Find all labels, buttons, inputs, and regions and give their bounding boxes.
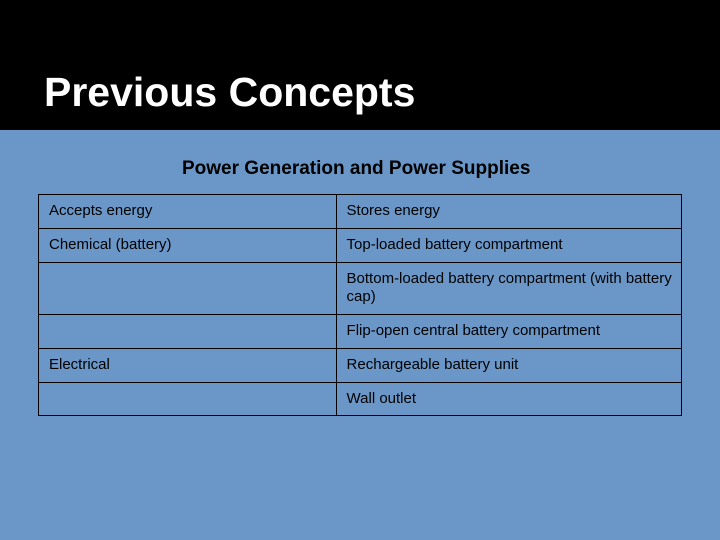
table-row: Chemical (battery) Top-loaded battery co… [38, 229, 681, 263]
table-cell: Rechargeable battery unit [336, 349, 681, 383]
table-row: Flip-open central battery compartment [38, 315, 681, 349]
table-row: Wall outlet [38, 383, 681, 417]
slide-title: Previous Concepts [44, 69, 415, 116]
table-cell: Flip-open central battery compartment [336, 315, 681, 349]
table-cell: Bottom-loaded battery compartment (with … [336, 263, 681, 316]
table-cell: Accepts energy [38, 195, 336, 229]
title-bar: Previous Concepts [0, 0, 720, 130]
table-cell: Wall outlet [336, 383, 681, 417]
table-row: Electrical Rechargeable battery unit [38, 349, 681, 383]
table-cell [38, 383, 336, 417]
concepts-table: Accepts energy Stores energy Chemical (b… [38, 194, 682, 416]
table-cell [38, 315, 336, 349]
table-cell: Electrical [38, 349, 336, 383]
table-row: Bottom-loaded battery compartment (with … [38, 263, 681, 316]
table-cell [38, 263, 336, 316]
table-cell: Stores energy [336, 195, 681, 229]
table-cell: Chemical (battery) [38, 229, 336, 263]
table-row: Accepts energy Stores energy [38, 195, 681, 229]
section-heading: Power Generation and Power Supplies [182, 158, 720, 180]
table-cell: Top-loaded battery compartment [336, 229, 681, 263]
